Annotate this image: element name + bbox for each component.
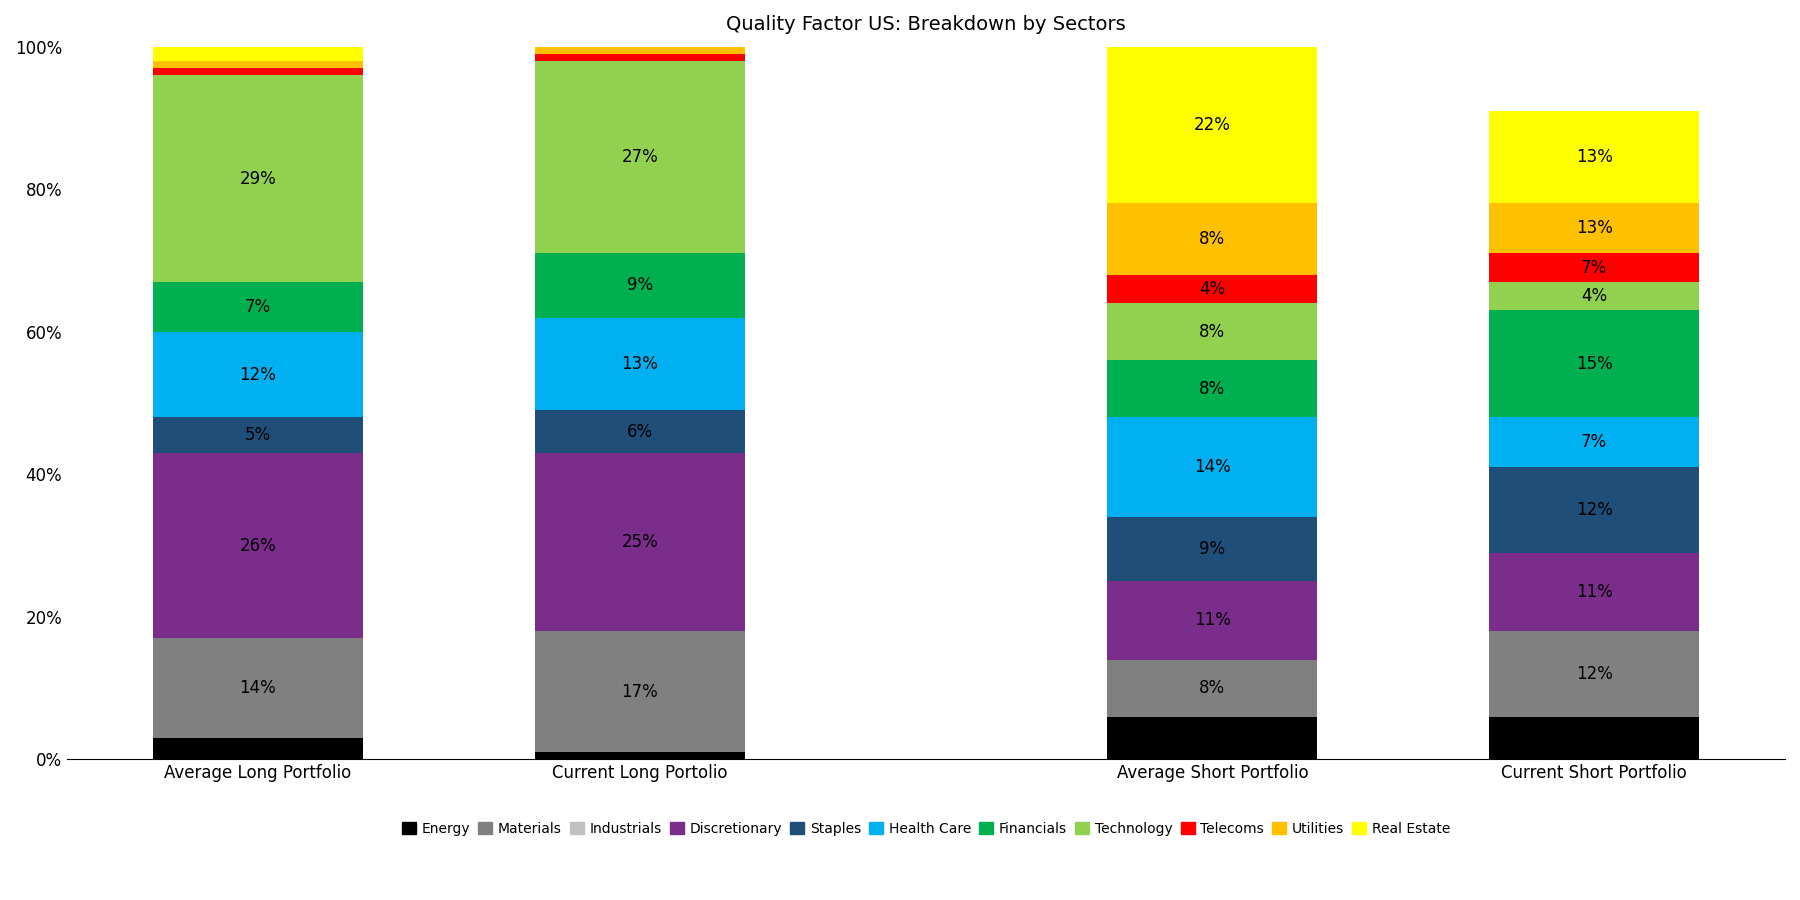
Bar (1107, 518, 1318, 581)
Bar (1107, 360, 1318, 418)
Text: 5%: 5% (245, 426, 272, 444)
Text: 13%: 13% (1575, 148, 1613, 166)
Text: 25%: 25% (621, 533, 659, 551)
Bar (1107, 274, 1318, 303)
Bar (153, 332, 364, 418)
Bar (1489, 631, 1699, 716)
Text: 4%: 4% (1580, 287, 1607, 305)
Text: 22%: 22% (1193, 116, 1231, 134)
Bar (535, 631, 745, 752)
Bar (535, 410, 745, 453)
Text: 7%: 7% (1580, 258, 1607, 276)
Text: 11%: 11% (1575, 583, 1613, 601)
Text: 11%: 11% (1193, 611, 1231, 629)
Bar (153, 68, 364, 76)
Bar (535, 318, 745, 410)
Bar (153, 282, 364, 332)
Text: 8%: 8% (1199, 680, 1226, 698)
Text: 6%: 6% (1199, 729, 1226, 747)
Bar (1107, 581, 1318, 660)
Bar (1489, 716, 1699, 760)
Text: 12%: 12% (239, 365, 277, 383)
Text: 12%: 12% (1575, 501, 1613, 519)
Title: Quality Factor US: Breakdown by Sectors: Quality Factor US: Breakdown by Sectors (725, 15, 1127, 34)
Bar (1489, 254, 1699, 282)
Bar (1107, 418, 1318, 518)
Bar (1489, 203, 1699, 254)
Bar (1489, 418, 1699, 467)
Bar (535, 54, 745, 61)
Text: 7%: 7% (245, 298, 272, 316)
Text: 9%: 9% (1199, 540, 1226, 558)
Text: 17%: 17% (621, 683, 659, 701)
Text: 8%: 8% (1199, 230, 1226, 248)
Bar (1107, 47, 1318, 203)
Bar (1489, 467, 1699, 553)
Bar (153, 453, 364, 638)
Bar (1489, 553, 1699, 631)
Bar (1489, 282, 1699, 310)
Bar (535, 61, 745, 254)
Bar (153, 47, 364, 61)
Text: 15%: 15% (1575, 355, 1613, 373)
Bar (153, 76, 364, 282)
Text: 4%: 4% (1199, 280, 1226, 298)
Text: 6%: 6% (1580, 729, 1607, 747)
Bar (535, 47, 745, 54)
Legend: Energy, Materials, Industrials, Discretionary, Staples, Health Care, Financials,: Energy, Materials, Industrials, Discreti… (396, 816, 1456, 842)
Bar (153, 61, 364, 68)
Bar (153, 738, 364, 760)
Bar (535, 752, 745, 760)
Text: 13%: 13% (621, 355, 659, 373)
Text: 6%: 6% (626, 423, 653, 441)
Bar (535, 254, 745, 318)
Text: 8%: 8% (1199, 323, 1226, 341)
Text: 29%: 29% (239, 169, 277, 187)
Bar (1107, 303, 1318, 360)
Text: 27%: 27% (621, 148, 659, 166)
Text: 12%: 12% (1575, 665, 1613, 683)
Text: 8%: 8% (1199, 380, 1226, 398)
Text: 13%: 13% (1575, 220, 1613, 238)
Text: 7%: 7% (1580, 433, 1607, 451)
Text: 26%: 26% (239, 536, 277, 554)
Bar (153, 638, 364, 738)
Text: 14%: 14% (239, 680, 277, 698)
Bar (1107, 660, 1318, 716)
Text: 9%: 9% (626, 276, 653, 294)
Text: 14%: 14% (1193, 458, 1231, 476)
Bar (153, 418, 364, 453)
Bar (1107, 716, 1318, 760)
Bar (1489, 310, 1699, 418)
Bar (535, 453, 745, 631)
Bar (1107, 203, 1318, 274)
Bar (1489, 111, 1699, 203)
